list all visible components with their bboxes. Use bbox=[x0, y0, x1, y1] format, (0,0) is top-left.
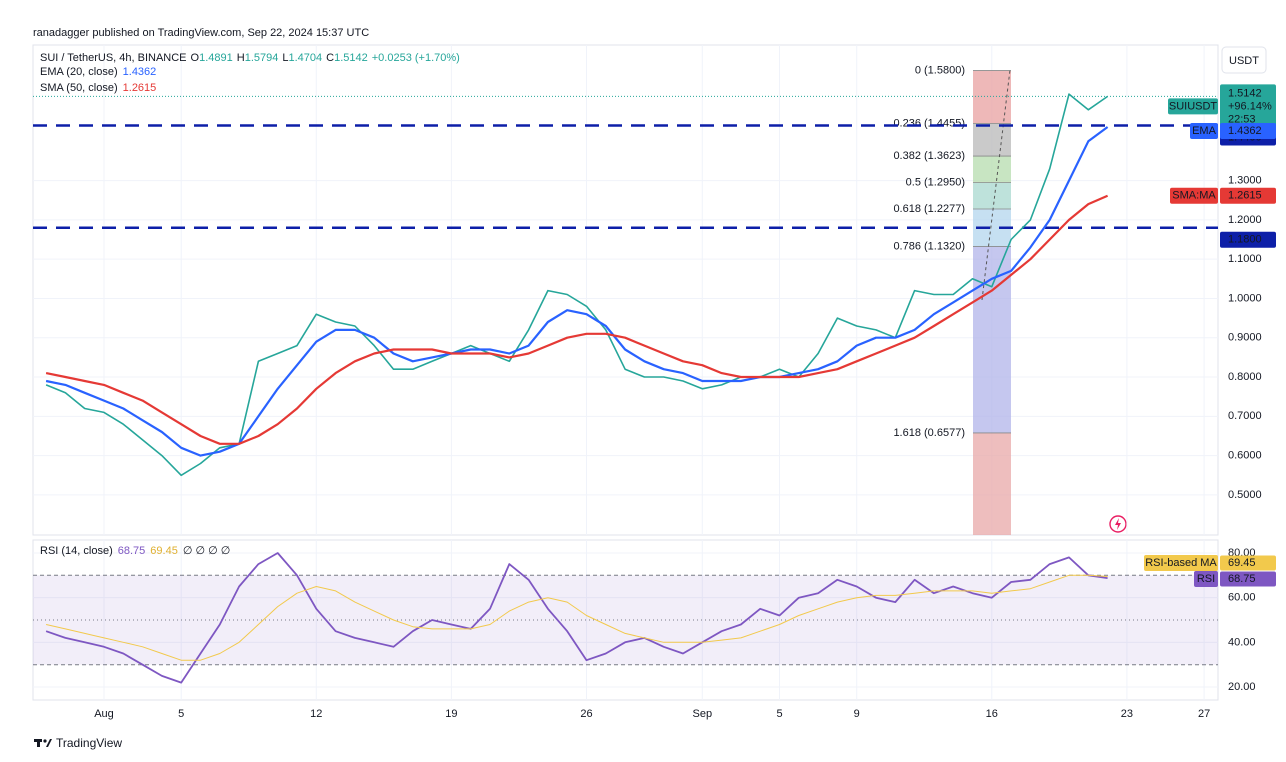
fib-zone bbox=[973, 123, 1011, 157]
legend-line: SUI / TetherUS, 4h, BINANCE O1.4891 H1.579… bbox=[40, 52, 460, 64]
fib-zone bbox=[973, 182, 1011, 209]
axis-tag-name-text: RSI-based MA bbox=[1145, 557, 1217, 569]
brand: TradingView bbox=[56, 736, 122, 750]
published-note: ranadagger published on TradingView.com,… bbox=[33, 27, 369, 39]
price-change: +96.14% bbox=[1228, 100, 1272, 112]
rsi-title: RSI (14, close) bbox=[40, 545, 113, 557]
fib-label: 1.618 (0.6577) bbox=[893, 427, 965, 439]
symbol-title: SUI / TetherUS, 4h, BINANCE bbox=[40, 52, 187, 64]
ohlc-key: L bbox=[282, 52, 288, 64]
y-tick-label: 20.00 bbox=[1228, 681, 1256, 693]
x-tick-label: 12 bbox=[310, 708, 322, 720]
fib-zone bbox=[973, 156, 1011, 183]
ma-tag: 1.2615 bbox=[1228, 190, 1262, 202]
level-tag: 1.1800 bbox=[1228, 234, 1262, 246]
ohlc-value: 1.4704 bbox=[288, 52, 322, 64]
ma-tag: 1.4362 bbox=[1228, 125, 1262, 137]
fib-label: 0.236 (1.4455) bbox=[893, 117, 965, 129]
price-pane bbox=[32, 44, 1219, 536]
ohlc-value: 1.4891 bbox=[199, 52, 233, 64]
ohlc-key: O bbox=[191, 52, 200, 64]
legend-value: 1.2615 bbox=[123, 82, 157, 94]
x-tick-label: 9 bbox=[854, 708, 860, 720]
ohlc-key: H bbox=[237, 52, 245, 64]
fib-label: 0.5 (1.2950) bbox=[906, 176, 965, 188]
fib-label: 0.382 (1.3623) bbox=[893, 150, 965, 162]
axis-tag-name bbox=[1144, 555, 1218, 571]
x-tick-label: 16 bbox=[986, 708, 998, 720]
ohlc-value: 1.5794 bbox=[245, 52, 279, 64]
axis-tag bbox=[1220, 123, 1276, 140]
brand-logo bbox=[34, 739, 52, 747]
y-tick-label: 1.2000 bbox=[1228, 214, 1262, 226]
price-value: 1.5142 bbox=[1228, 87, 1262, 99]
countdown: 22:53 bbox=[1228, 113, 1256, 125]
x-tick-label: 19 bbox=[445, 708, 457, 720]
legend-value: 68.75 bbox=[118, 545, 146, 557]
axis-tag-name-text: SMA:MA bbox=[1172, 190, 1216, 202]
x-tick-label: Aug bbox=[94, 708, 114, 720]
y-tick-label: 0.7000 bbox=[1228, 410, 1262, 422]
ohlc-key: C bbox=[326, 52, 334, 64]
x-tick-label: 23 bbox=[1121, 708, 1133, 720]
axis-tag-name bbox=[1168, 98, 1218, 115]
axis-tag bbox=[1220, 84, 1276, 129]
series-line bbox=[45, 126, 1109, 457]
legend-line: EMA (20, close) 1.4362 bbox=[40, 66, 156, 78]
axis-tag bbox=[1220, 187, 1276, 204]
fib-label: 0 (1.5800) bbox=[915, 64, 965, 76]
x-tick-label: 27 bbox=[1198, 708, 1210, 720]
fib-label: 0.618 (1.2277) bbox=[893, 203, 965, 215]
y-tick-label: 0.8000 bbox=[1228, 371, 1262, 383]
legend-name: EMA (20, close) bbox=[40, 66, 118, 78]
legend-line: SMA (50, close) 1.2615 bbox=[40, 82, 156, 94]
axis-tag-name-text: SUIUSDT bbox=[1169, 100, 1218, 112]
ohlc-value: 1.5142 bbox=[334, 52, 368, 64]
ohlc-change: +0.0253 (+1.70%) bbox=[372, 52, 460, 64]
axis-tag bbox=[1220, 555, 1276, 571]
currency-button[interactable] bbox=[1221, 46, 1267, 74]
x-tick-label: 5 bbox=[178, 708, 184, 720]
fib-label: 0.786 (1.1320) bbox=[893, 240, 965, 252]
y-tick-label: 0.9000 bbox=[1228, 332, 1262, 344]
rsi-extra: ∅ ∅ ∅ ∅ bbox=[183, 545, 231, 557]
y-tick-label: 0.5000 bbox=[1228, 489, 1262, 501]
y-tick-label: 0.6000 bbox=[1228, 450, 1262, 462]
rsi-tag: 69.45 bbox=[1228, 557, 1256, 569]
legend-name: SMA (50, close) bbox=[40, 82, 118, 94]
axis-tag-name bbox=[1190, 123, 1218, 140]
axis-tag-name bbox=[1170, 187, 1218, 204]
y-tick-label: 1.3000 bbox=[1228, 174, 1262, 186]
rsi-tag: 68.75 bbox=[1228, 573, 1256, 585]
y-tick-label: 60.00 bbox=[1228, 592, 1256, 604]
x-tick-label: Sep bbox=[693, 708, 713, 720]
legend-value: 69.45 bbox=[150, 545, 178, 557]
y-tick-label: 40.00 bbox=[1228, 636, 1256, 648]
axis-tag bbox=[1220, 231, 1276, 248]
series-line bbox=[45, 194, 1109, 445]
axis-tag bbox=[1220, 571, 1276, 587]
trend-line bbox=[981, 69, 1011, 301]
alert-icon[interactable] bbox=[1109, 515, 1127, 533]
x-tick-label: 5 bbox=[776, 708, 782, 720]
x-tick-label: 26 bbox=[580, 708, 592, 720]
y-tick-label: 1.0000 bbox=[1228, 292, 1262, 304]
currency[interactable]: USDT bbox=[1229, 55, 1259, 67]
axis-tag-name bbox=[1194, 571, 1218, 587]
legend-line: RSI (14, close) 68.75 69.45 ∅ ∅ ∅ ∅ bbox=[40, 545, 230, 557]
fib-zone bbox=[973, 432, 1011, 535]
fib-zone bbox=[973, 70, 1011, 124]
series-line bbox=[45, 93, 1109, 477]
axis-tag-name-text: EMA bbox=[1192, 125, 1217, 137]
axis-tag-name-text: RSI bbox=[1197, 573, 1215, 585]
fib-zone bbox=[973, 246, 1011, 433]
series-line bbox=[45, 574, 1108, 661]
y-tick-label: 1.1000 bbox=[1228, 253, 1262, 265]
legend-value: 1.4362 bbox=[123, 66, 157, 78]
